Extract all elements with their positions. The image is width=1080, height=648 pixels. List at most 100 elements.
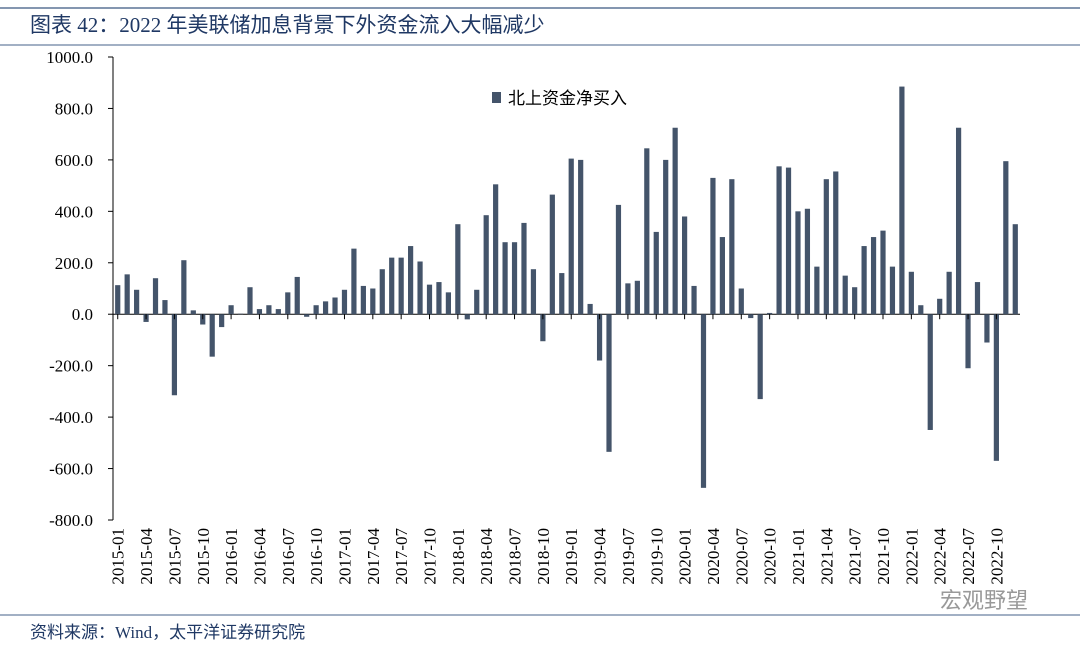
bar (625, 283, 631, 315)
bar (861, 246, 867, 315)
bar (436, 282, 442, 315)
x-tick-label: 2022-01 (902, 528, 921, 585)
legend-label: 北上资金净买入 (508, 89, 627, 109)
bar (483, 215, 489, 315)
bar (918, 305, 924, 315)
bar (899, 86, 905, 315)
x-tick-label: 2015-04 (137, 528, 156, 585)
watermark: 宏观野望 (940, 589, 1028, 614)
x-tick-label: 2019-01 (562, 528, 581, 585)
x-tick-label: 2020-10 (761, 528, 780, 585)
bar (313, 305, 319, 315)
x-tick-label: 2022-04 (931, 528, 950, 585)
bar (634, 280, 640, 315)
x-tick-label: 2016-07 (279, 528, 298, 585)
x-tick-label: 2021-04 (817, 528, 836, 585)
bar (502, 242, 508, 315)
bar (710, 177, 716, 315)
y-tick-label: 600.0 (55, 151, 93, 170)
bar (1003, 161, 1009, 315)
bar (228, 305, 234, 315)
chart-title: 图表 42：2022 年美联储加息背景下外资金流入大幅减少 (30, 13, 545, 37)
bar (152, 278, 159, 315)
bar (341, 289, 348, 315)
bar (606, 314, 612, 452)
bar (294, 276, 300, 315)
bar (663, 159, 669, 315)
x-tick-label: 2020-04 (704, 528, 723, 585)
x-tick-label: 2018-01 (449, 528, 468, 585)
bar (870, 237, 877, 315)
bar (587, 303, 593, 315)
bar (889, 266, 896, 315)
y-tick-label: -600.0 (49, 460, 93, 479)
bar (748, 314, 754, 319)
bar (549, 194, 555, 315)
y-tick-label: -400.0 (49, 408, 93, 427)
bar (965, 314, 971, 369)
bar (729, 179, 735, 315)
bar (445, 292, 452, 315)
bar (559, 273, 565, 315)
bar (691, 285, 697, 315)
x-tick-label: 2015-07 (165, 528, 184, 585)
bar (738, 288, 744, 315)
bar (908, 271, 914, 315)
bar (370, 288, 376, 315)
bar (190, 310, 196, 315)
bar (247, 287, 253, 315)
x-tick-label: 2021-01 (789, 528, 808, 585)
y-tick-label: -200.0 (49, 357, 93, 376)
x-tick-label: 2015-10 (194, 528, 213, 585)
bar (408, 246, 414, 315)
x-tick-label: 2015-01 (109, 528, 128, 585)
bar (115, 285, 121, 315)
x-tick-label: 2017-04 (364, 528, 383, 585)
y-tick-label: 400.0 (55, 202, 93, 221)
x-tick-label: 2017-10 (421, 528, 440, 585)
x-tick-label: 2020-07 (732, 528, 751, 585)
x-tick-label: 2021-10 (874, 528, 893, 585)
bar (493, 184, 499, 315)
bar (209, 314, 215, 357)
y-tick-label: 0.0 (72, 305, 93, 324)
bar (351, 248, 357, 315)
bar (322, 301, 329, 315)
bar (521, 222, 527, 315)
x-tick-label: 2016-04 (250, 528, 269, 585)
bar (823, 179, 829, 315)
source: 资料来源：Wind，太平洋证券研究院 (30, 623, 305, 642)
bar (162, 300, 168, 315)
bar (974, 282, 981, 315)
bar (776, 166, 782, 315)
bar (511, 242, 518, 315)
bar (578, 159, 584, 315)
bar (842, 275, 848, 315)
bar (833, 171, 839, 315)
bar (275, 309, 281, 315)
x-tick-label: 2022-10 (987, 528, 1006, 585)
bar (389, 257, 395, 315)
bar (1012, 224, 1018, 315)
x-tick-label: 2018-10 (534, 528, 553, 585)
x-tick-label: 2019-07 (619, 528, 638, 585)
bar (426, 284, 433, 315)
x-tick-label: 2018-04 (477, 528, 496, 585)
bar (804, 208, 811, 315)
y-tick-label: 800.0 (55, 99, 93, 118)
bar (767, 312, 773, 315)
bar (237, 313, 244, 315)
bar (946, 271, 952, 315)
bar (852, 287, 858, 315)
bar (266, 305, 272, 315)
bar (700, 314, 707, 488)
bar (455, 224, 461, 315)
bar (568, 158, 574, 315)
bar (200, 314, 206, 325)
bar (880, 230, 886, 315)
x-tick-label: 2020-01 (676, 528, 695, 585)
bar (181, 260, 187, 315)
y-tick-label: 1000.0 (46, 48, 93, 67)
bar (596, 314, 603, 361)
